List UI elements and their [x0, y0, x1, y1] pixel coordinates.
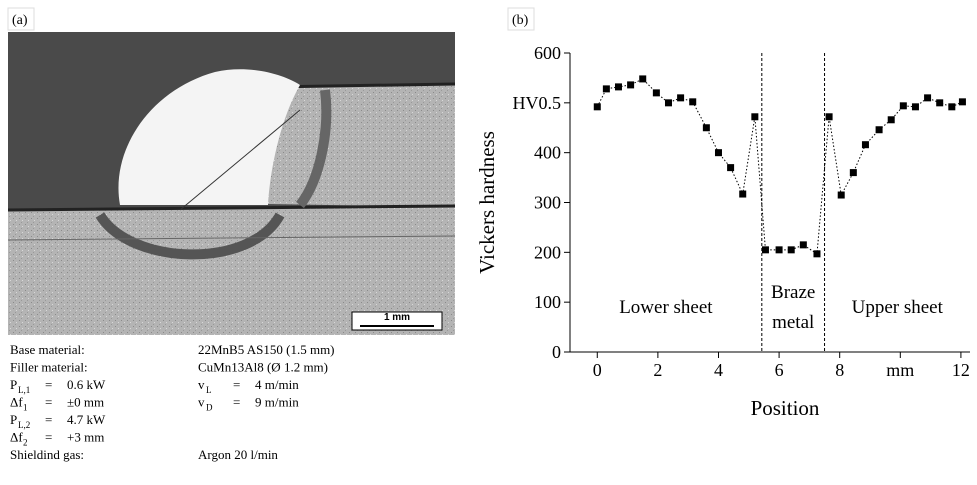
- data-point: [739, 190, 747, 198]
- data-point: [702, 124, 710, 132]
- param-subscript: 2: [23, 438, 28, 448]
- x-tick-label: 4: [714, 360, 723, 380]
- caption-key: Shieldind gas:: [10, 447, 84, 462]
- param-eq: =: [45, 430, 52, 445]
- y-tick-label: 200: [534, 242, 561, 262]
- panel-label-box: [7, 7, 35, 31]
- data-point: [799, 241, 807, 249]
- x-tick-label: mm: [886, 360, 914, 380]
- data-point: [639, 75, 647, 83]
- series-line: [596, 78, 963, 255]
- caption-value: CuMn13Al8 (Ø 1.2 mm): [198, 360, 328, 375]
- param-subscript: 1: [23, 403, 28, 413]
- data-point: [751, 113, 759, 121]
- x-tick-label: 0: [593, 360, 602, 380]
- y-tick-label: 600: [534, 43, 561, 63]
- data-point: [614, 83, 622, 91]
- caption-value: Argon 20 l/min: [198, 447, 278, 462]
- param-subscript: L: [206, 385, 212, 395]
- x-axis-label: Position: [751, 396, 820, 420]
- param-eq: =: [45, 412, 52, 427]
- caption-key: Base material:: [10, 342, 85, 357]
- caption-value: 22MnB5 AS150 (1.5 mm): [198, 342, 335, 357]
- micrograph: 1 mm: [7, 32, 456, 335]
- param-symbol: Δf: [10, 395, 23, 410]
- param-symbol: P: [10, 412, 17, 427]
- param-eq: =: [45, 377, 52, 392]
- data-point: [911, 103, 919, 111]
- panel-label: (b): [512, 13, 529, 28]
- data-point: [936, 99, 944, 107]
- param-value: 0.6 kW: [67, 377, 106, 392]
- data-point: [825, 113, 833, 121]
- y-tick-label: 0: [552, 342, 561, 362]
- param-value: ±0 mm: [67, 395, 104, 410]
- param-value: 4 m/min: [255, 377, 299, 392]
- scale-bar-label: 1 mm: [384, 312, 410, 323]
- region-label: Braze: [771, 282, 815, 303]
- data-point: [727, 164, 735, 172]
- x-tick-label: 8: [835, 360, 844, 380]
- param-eq: =: [45, 395, 52, 410]
- data-point: [593, 103, 601, 111]
- param-value: +3 mm: [67, 430, 104, 445]
- x-tick-label: 12: [952, 360, 970, 380]
- data-point: [849, 169, 857, 177]
- data-point: [958, 98, 966, 106]
- data-point: [875, 126, 883, 134]
- param-eq: =: [233, 377, 240, 392]
- region-label: metal: [772, 312, 814, 333]
- data-point: [887, 116, 895, 124]
- x-tick-label: 2: [653, 360, 662, 380]
- data-point: [627, 81, 635, 89]
- data-point: [787, 246, 795, 254]
- y-tick-label: 300: [534, 193, 561, 213]
- data-point: [652, 89, 660, 97]
- data-point: [899, 102, 907, 110]
- data-point: [837, 191, 845, 199]
- panel-label: (a): [12, 13, 28, 28]
- data-point: [664, 99, 672, 107]
- chart: 0 100 200 300 400 HV0.5 600 0 2 4 6 8 mm 12 Position Vi…: [475, 43, 970, 420]
- param-symbol: v: [198, 395, 205, 410]
- data-point: [714, 149, 722, 157]
- data-point: [689, 98, 697, 106]
- panel-label-box: [507, 7, 535, 31]
- data-point: [761, 246, 769, 254]
- y-axis-label: Vickers hardness: [475, 131, 499, 274]
- data-point: [677, 94, 685, 102]
- data-point: [924, 94, 932, 102]
- param-subscript: L,2: [18, 420, 30, 430]
- caption: Base material: 22MnB5 AS150 (1.5 mm) Fille…: [10, 342, 335, 462]
- region-label: Lower sheet: [619, 297, 713, 318]
- region-label: Upper sheet: [852, 297, 944, 318]
- data-point: [861, 141, 869, 149]
- y-tick-label: 100: [534, 292, 561, 312]
- x-tick-label: 6: [775, 360, 784, 380]
- param-value: 4.7 kW: [67, 412, 106, 427]
- param-symbol: Δf: [10, 430, 23, 445]
- data-point: [602, 85, 610, 93]
- y-tick-label: 400: [534, 143, 561, 163]
- param-symbol: P: [10, 377, 17, 392]
- param-subscript: D: [206, 403, 213, 413]
- data-point: [775, 246, 783, 254]
- caption-key: Filler material:: [10, 360, 88, 375]
- param-value: 9 m/min: [255, 395, 299, 410]
- data-point: [813, 250, 821, 258]
- param-eq: =: [233, 395, 240, 410]
- data-point: [948, 103, 956, 111]
- param-symbol: v: [198, 377, 205, 392]
- param-subscript: L,1: [18, 385, 30, 395]
- y-tick-label: HV0.5: [513, 93, 562, 113]
